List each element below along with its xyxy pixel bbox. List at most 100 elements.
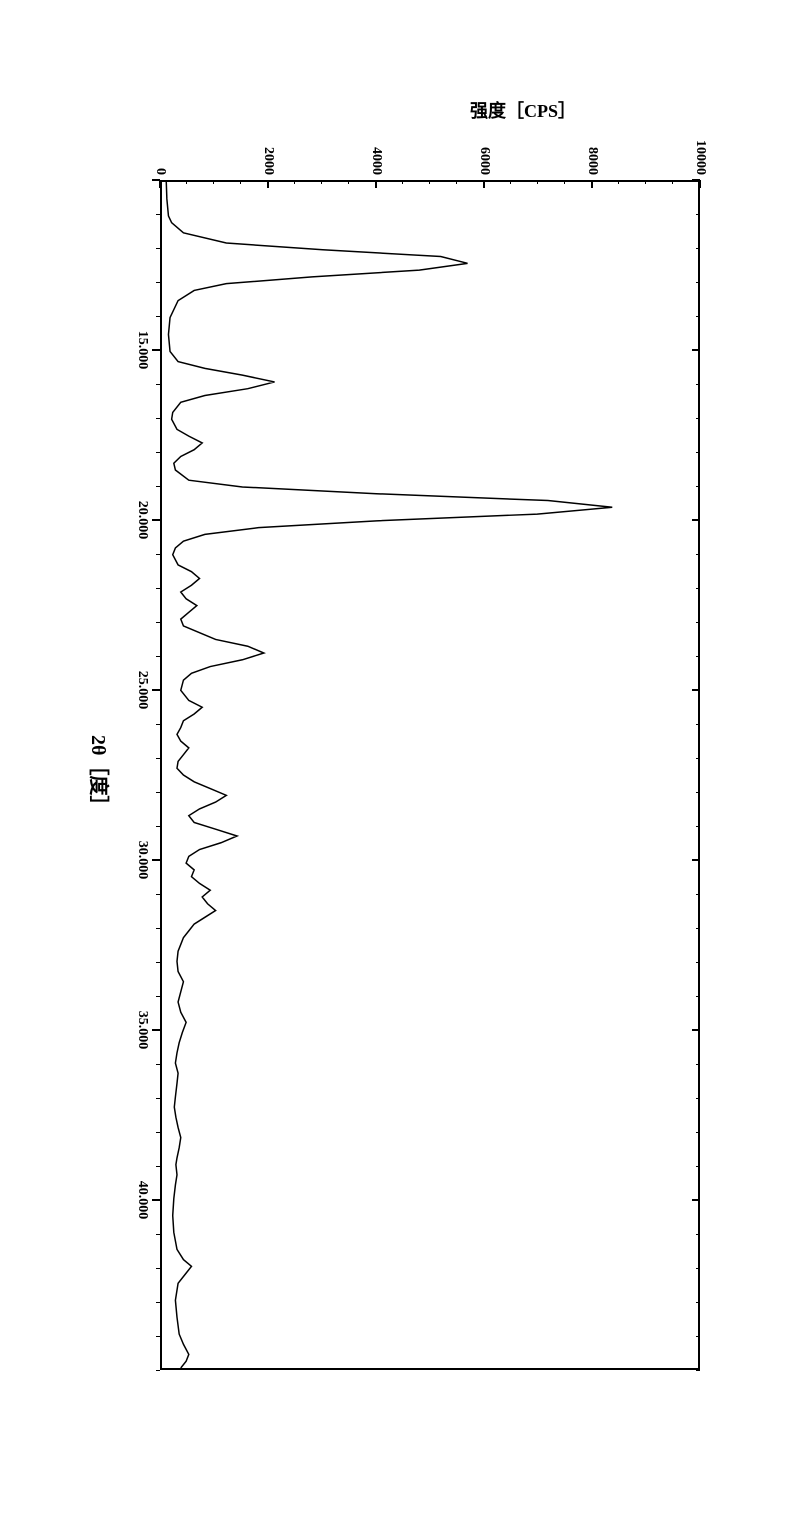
- intensity-tick-minor: [537, 180, 538, 184]
- x-axis-label: 2θ［度］: [86, 735, 115, 815]
- twotheta-tick: [152, 1199, 160, 1201]
- twotheta-tick-minor: [156, 214, 160, 215]
- twotheta-tick: [152, 519, 160, 521]
- twotheta-tick-minor: [156, 554, 160, 555]
- intensity-tick: [699, 180, 701, 188]
- twotheta-tick-minor-top: [696, 962, 700, 963]
- twotheta-tick-minor: [156, 928, 160, 929]
- intensity-tick-label: 8000: [584, 120, 600, 175]
- twotheta-tick-minor-top: [696, 894, 700, 895]
- intensity-tick-minor: [186, 180, 187, 184]
- twotheta-tick-minor: [156, 452, 160, 453]
- twotheta-tick-minor-top: [696, 214, 700, 215]
- twotheta-tick-minor: [156, 996, 160, 997]
- twotheta-tick-minor-top: [696, 996, 700, 997]
- twotheta-tick-minor: [156, 1132, 160, 1133]
- twotheta-tick-minor: [156, 724, 160, 725]
- intensity-tick-minor: [672, 180, 673, 184]
- twotheta-tick-minor-top: [696, 1302, 700, 1303]
- twotheta-tick-label: 35.000: [134, 1011, 150, 1050]
- intensity-tick-minor: [456, 180, 457, 184]
- twotheta-tick: [152, 349, 160, 351]
- twotheta-tick-minor: [156, 418, 160, 419]
- twotheta-tick-minor: [156, 962, 160, 963]
- twotheta-tick-top: [692, 349, 700, 351]
- twotheta-tick-top: [692, 1199, 700, 1201]
- twotheta-tick-minor-top: [696, 724, 700, 725]
- twotheta-tick-minor: [156, 316, 160, 317]
- twotheta-tick-minor: [156, 894, 160, 895]
- intensity-tick-minor: [402, 180, 403, 184]
- intensity-tick-minor: [618, 180, 619, 184]
- twotheta-tick-minor: [156, 588, 160, 589]
- twotheta-tick-minor-top: [696, 1370, 700, 1371]
- twotheta-tick-top: [692, 1029, 700, 1031]
- twotheta-tick-minor: [156, 1336, 160, 1337]
- twotheta-tick-minor-top: [696, 486, 700, 487]
- twotheta-tick-label: 20.000: [134, 501, 150, 540]
- plot-area: [160, 180, 700, 1370]
- intensity-tick-label: 6000: [476, 120, 492, 175]
- intensity-tick-minor: [321, 180, 322, 184]
- intensity-tick: [591, 180, 593, 188]
- twotheta-tick: [152, 859, 160, 861]
- twotheta-tick-minor-top: [696, 1166, 700, 1167]
- twotheta-tick-minor: [156, 826, 160, 827]
- xrd-chart: 强度［CPS］ 2θ［度］ 15.00020.00025.00030.00035…: [90, 120, 710, 1390]
- twotheta-tick: [152, 689, 160, 691]
- twotheta-tick-minor: [156, 656, 160, 657]
- spectrum-line: [162, 182, 698, 1368]
- twotheta-tick-top: [692, 859, 700, 861]
- intensity-tick-minor: [645, 180, 646, 184]
- twotheta-tick-minor-top: [696, 758, 700, 759]
- twotheta-tick-top: [692, 689, 700, 691]
- intensity-tick-minor: [213, 180, 214, 184]
- twotheta-tick-minor: [156, 486, 160, 487]
- twotheta-tick-minor-top: [696, 554, 700, 555]
- twotheta-tick-label: 15.000: [134, 331, 150, 370]
- twotheta-tick-minor: [156, 1268, 160, 1269]
- twotheta-tick-minor-top: [696, 316, 700, 317]
- twotheta-tick-top: [692, 519, 700, 521]
- twotheta-tick-minor-top: [696, 384, 700, 385]
- twotheta-tick-minor-top: [696, 588, 700, 589]
- twotheta-tick-minor-top: [696, 826, 700, 827]
- twotheta-tick-minor: [156, 282, 160, 283]
- twotheta-tick-minor-top: [696, 248, 700, 249]
- intensity-tick-label: 2000: [260, 120, 276, 175]
- twotheta-tick-minor-top: [696, 418, 700, 419]
- twotheta-tick-minor-top: [696, 452, 700, 453]
- twotheta-tick-minor-top: [696, 622, 700, 623]
- twotheta-tick-minor-top: [696, 1234, 700, 1235]
- twotheta-tick-minor-top: [696, 1064, 700, 1065]
- twotheta-tick-minor: [156, 1098, 160, 1099]
- intensity-tick-minor: [294, 180, 295, 184]
- twotheta-tick-minor: [156, 792, 160, 793]
- twotheta-tick-minor: [156, 622, 160, 623]
- intensity-tick: [375, 180, 377, 188]
- intensity-tick: [483, 180, 485, 188]
- twotheta-tick-minor-top: [696, 1268, 700, 1269]
- intensity-tick-minor: [240, 180, 241, 184]
- twotheta-tick-minor: [156, 248, 160, 249]
- twotheta-tick-minor: [156, 1234, 160, 1235]
- intensity-tick-minor: [510, 180, 511, 184]
- intensity-tick-label: 4000: [368, 120, 384, 175]
- twotheta-tick-minor: [156, 1166, 160, 1167]
- intensity-tick-minor: [429, 180, 430, 184]
- twotheta-tick-minor: [156, 758, 160, 759]
- twotheta-tick-minor: [156, 384, 160, 385]
- twotheta-tick-label: 40.000: [134, 1181, 150, 1220]
- twotheta-tick-minor: [156, 1370, 160, 1371]
- twotheta-tick-minor-top: [696, 656, 700, 657]
- intensity-tick: [267, 180, 269, 188]
- twotheta-tick-minor-top: [696, 1098, 700, 1099]
- intensity-tick-minor: [564, 180, 565, 184]
- twotheta-tick-minor-top: [696, 792, 700, 793]
- twotheta-tick-minor-top: [696, 928, 700, 929]
- intensity-tick: [159, 180, 161, 188]
- intensity-tick-label: 10000: [692, 120, 708, 175]
- twotheta-tick-minor: [156, 1302, 160, 1303]
- twotheta-tick-minor-top: [696, 1336, 700, 1337]
- twotheta-tick-label: 25.000: [134, 671, 150, 710]
